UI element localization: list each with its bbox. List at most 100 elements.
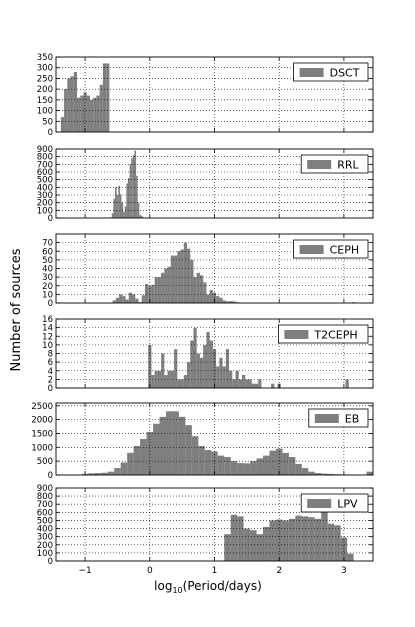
histogram-bar — [308, 472, 314, 475]
y-tick-label: 2500 — [31, 402, 53, 412]
y-tick-label: 900 — [37, 484, 53, 494]
legend-lpv: LPV — [301, 494, 368, 512]
histogram-bar — [140, 439, 146, 475]
histogram-bar — [160, 417, 166, 475]
legend-swatch — [307, 499, 331, 508]
histogram-bar — [96, 96, 99, 132]
y-tick-label: 60 — [42, 247, 53, 257]
y-tick-label: 50 — [42, 117, 53, 127]
histogram-bar — [216, 296, 219, 303]
legend-rrl: RRL — [301, 155, 368, 173]
histogram-bar — [218, 456, 224, 475]
histogram-bar — [61, 117, 64, 132]
legend-label: EB — [345, 413, 360, 426]
histogram-bar — [347, 554, 353, 561]
histogram-bar — [187, 362, 190, 388]
histogram-bar — [122, 296, 125, 303]
histogram-bar — [231, 515, 237, 561]
histogram-bar — [190, 341, 193, 388]
histogram-bar — [179, 417, 185, 475]
histogram-bar — [302, 516, 308, 561]
histogram-bar — [120, 194, 122, 218]
y-tick-label: 70 — [42, 239, 53, 249]
histogram-bar — [116, 298, 119, 303]
histogram-bar — [250, 530, 256, 561]
y-axis-title: Number of sources — [9, 248, 24, 371]
y-tick-label: 0 — [48, 128, 53, 138]
histogram-bar — [184, 375, 187, 388]
histogram-bar — [203, 345, 206, 388]
histogram-bar — [239, 379, 242, 388]
x-tick-label: −1 — [78, 566, 91, 576]
histogram-bar — [71, 76, 74, 132]
histogram-bar — [151, 285, 154, 303]
histogram-bar — [147, 432, 153, 475]
histogram-bar — [245, 379, 248, 388]
legend-label: CEPH — [330, 244, 360, 257]
histogram-bar — [219, 358, 222, 388]
y-tick-label: 10 — [42, 290, 53, 300]
histogram-bar — [269, 451, 275, 475]
legend-ceph: CEPH — [294, 240, 368, 258]
x-tick-label: 1 — [212, 566, 218, 576]
histogram-bar — [168, 267, 171, 303]
histogram-bar — [248, 379, 251, 388]
histogram-bar — [174, 256, 177, 303]
y-tick-label: 20 — [42, 282, 53, 292]
histogram-bar — [302, 468, 308, 475]
histogram-bar — [74, 72, 77, 132]
histogram-bar — [177, 251, 180, 303]
histogram-bar — [250, 461, 256, 475]
x-tick-label: 2 — [276, 566, 282, 576]
x-axis-title-rest: (Period/days) — [183, 579, 262, 593]
histogram-bar — [224, 534, 230, 561]
x-tick-label: 0 — [147, 566, 153, 576]
y-tick-label: 100 — [37, 107, 53, 117]
histogram-bar — [177, 379, 180, 388]
histogram-bar — [193, 277, 196, 303]
histogram-bar — [231, 461, 237, 475]
legend-label: DSCT — [330, 67, 360, 80]
histogram-bar — [190, 260, 193, 303]
histogram-bar — [258, 379, 261, 388]
histogram-bar — [158, 277, 161, 303]
histogram-bar — [135, 299, 138, 303]
y-tick-label: 900 — [37, 145, 53, 155]
histogram-bar — [187, 249, 190, 303]
histogram-bar — [346, 379, 349, 388]
legend-label: T2CEPH — [313, 329, 357, 342]
histogram-bar — [114, 468, 120, 475]
y-tick-label: 350 — [37, 53, 53, 63]
histogram-bar — [117, 195, 119, 218]
histogram-bar — [263, 456, 269, 475]
histogram-bar — [113, 199, 115, 218]
y-tick-label: 12 — [42, 332, 53, 342]
histogram-bar — [139, 215, 141, 218]
histogram-bar — [174, 349, 177, 388]
histogram-bar — [123, 212, 125, 218]
y-tick-label: 8 — [48, 350, 53, 360]
histogram-bar — [126, 300, 129, 303]
legend-label: LPV — [337, 498, 358, 511]
histogram-bar — [237, 516, 243, 561]
y-tick-label: 10 — [42, 341, 53, 351]
y-tick-label: 2 — [48, 375, 53, 385]
histogram-bar — [87, 96, 90, 132]
histogram-bar — [244, 529, 250, 561]
histogram-bar — [142, 295, 145, 303]
histogram-bar — [121, 463, 127, 475]
histogram-bar — [128, 178, 130, 218]
histogram-bar — [321, 511, 327, 561]
histogram-bar — [172, 411, 178, 475]
histogram-bar — [148, 345, 151, 388]
histogram-bar — [181, 379, 184, 388]
histogram-bar — [112, 213, 114, 218]
y-tick-label: 1000 — [31, 443, 53, 453]
histogram-bar — [171, 256, 174, 303]
histogram-bar — [80, 96, 83, 132]
x-axis-title-base: log — [154, 579, 172, 593]
histogram-bar — [184, 243, 187, 303]
histogram-bar — [226, 349, 229, 388]
x-tick-label: 3 — [341, 566, 347, 576]
